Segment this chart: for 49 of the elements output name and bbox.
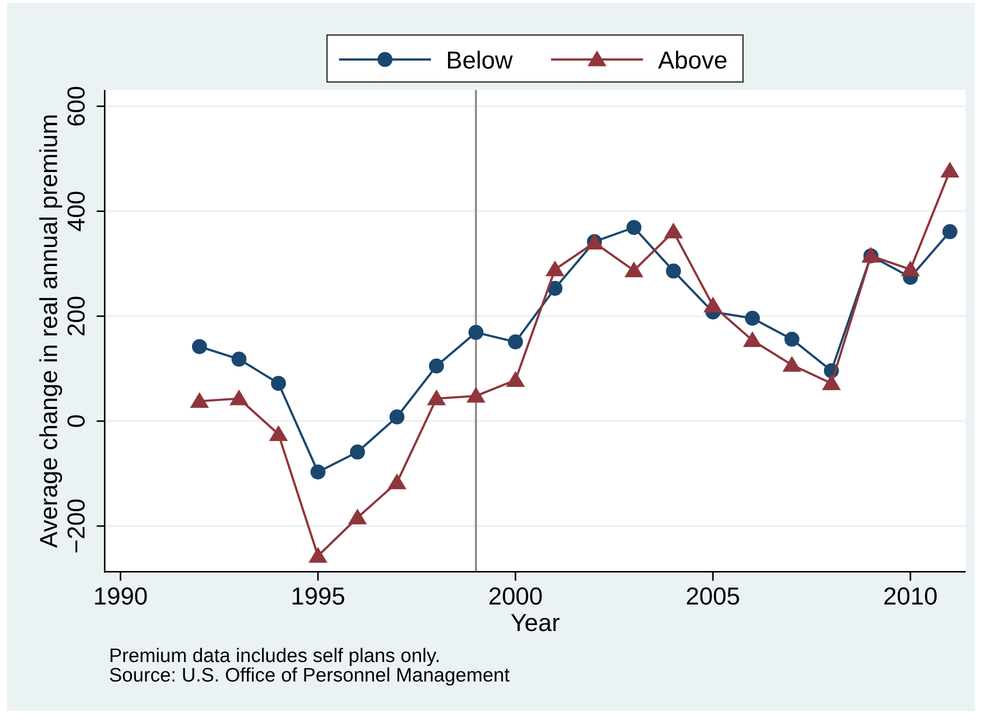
point: [192, 339, 207, 354]
point: [468, 324, 484, 340]
point: [389, 409, 404, 424]
point: [547, 280, 562, 296]
point: [508, 334, 523, 350]
y-tick-label: 0: [64, 414, 91, 428]
x-tick-label: 2010: [883, 584, 938, 611]
source-note: Source: U.S. Office of Personnel Management: [109, 664, 510, 686]
point: [308, 546, 328, 563]
x-axis-title: Year: [510, 610, 560, 637]
point: [231, 352, 246, 367]
point: [348, 508, 367, 524]
point: [940, 162, 960, 178]
point: [269, 425, 288, 441]
y-tick-label: 400: [64, 190, 91, 232]
point: [742, 331, 762, 348]
point: [744, 310, 760, 326]
y-tick-label: 200: [64, 296, 91, 337]
point: [428, 358, 444, 374]
point: [624, 262, 644, 278]
point: [310, 464, 326, 480]
text: Premium data includes self plans only.: [109, 645, 440, 667]
y-tick-label: −200: [64, 498, 91, 554]
point: [506, 371, 525, 387]
y-axis-title: Average change in real annual premium: [36, 114, 63, 548]
point: [388, 473, 406, 490]
point: [190, 392, 209, 408]
x-tick-label: 1995: [290, 584, 346, 611]
y-tick-label: 600: [64, 86, 91, 127]
point: [466, 386, 486, 403]
point: [427, 390, 446, 406]
x-tick-label: 1990: [93, 584, 148, 611]
point: [350, 444, 365, 460]
point: [230, 390, 248, 406]
point: [784, 332, 800, 347]
x-tick-label: 2000: [488, 584, 543, 611]
point: [942, 224, 958, 240]
point: [546, 260, 564, 276]
point: [664, 222, 683, 238]
point: [822, 374, 841, 390]
point: [626, 220, 642, 235]
point: [900, 260, 920, 276]
point: [782, 356, 802, 372]
x-tick-label: 2005: [686, 584, 740, 611]
point: [270, 376, 286, 391]
legend-label: Below: [446, 48, 514, 74]
point: [666, 264, 681, 279]
point: [703, 296, 722, 312]
legend-label: Above: [658, 48, 728, 74]
